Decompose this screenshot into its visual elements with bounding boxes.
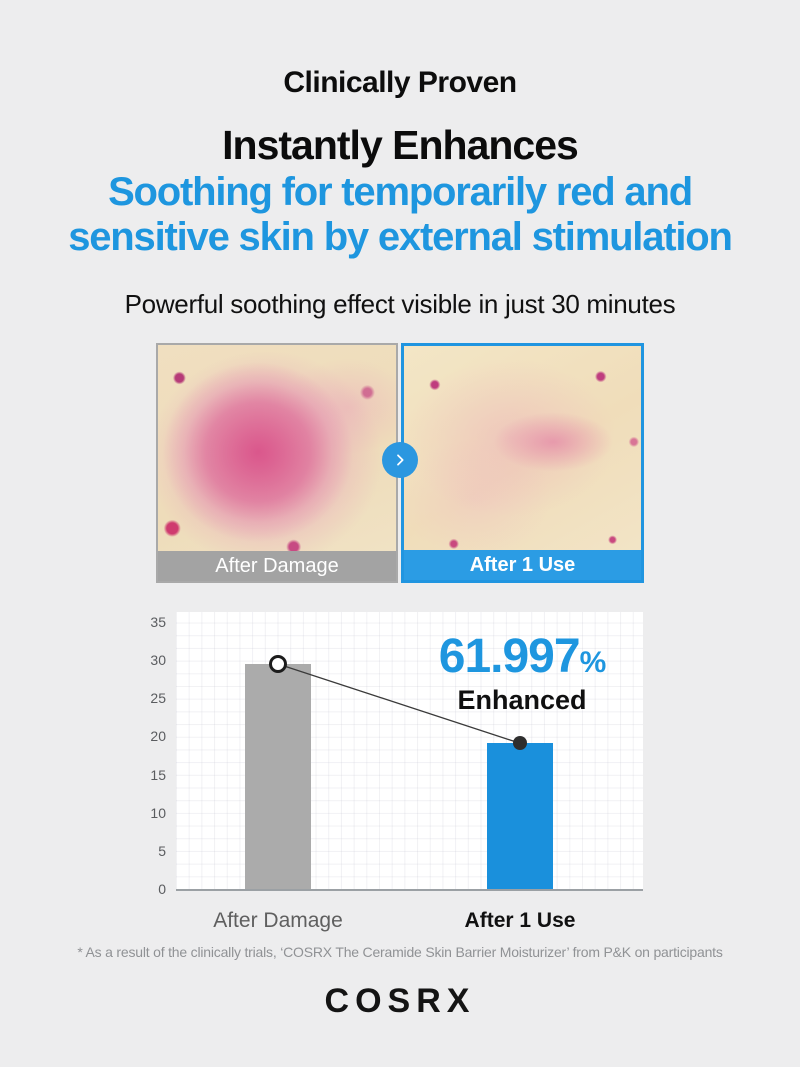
main-heading: Instantly Enhances: [222, 122, 579, 168]
eyebrow-heading: Clinically Proven: [283, 66, 517, 99]
before-after-comparison: After Damage After 1 Use: [156, 343, 644, 583]
soothing-chart: 0 5 10 15 20 25 30 35 61.997% Enhanced After Da…: [150, 612, 643, 942]
cosrx-logo: COSRX: [324, 982, 476, 1020]
chevron-right-icon: [397, 454, 404, 466]
improvement-value: 61.997%: [438, 630, 607, 683]
data-point-after: [513, 736, 527, 751]
improvement-label: Enhanced: [457, 685, 587, 715]
after-label: After 1 Use: [404, 550, 641, 580]
x-label-after-1-use: After 1 Use: [464, 909, 576, 932]
bar-after-damage: [245, 663, 311, 889]
benefit-line-2: sensitive skin by external stimulation: [68, 215, 733, 259]
data-point-before: [269, 654, 287, 673]
percent-sign: %: [579, 646, 607, 679]
improvement-annotation: 61.997% Enhanced: [438, 630, 607, 715]
tagline: Powerful soothing effect visible in just…: [124, 289, 676, 319]
benefit-heading: Soothing for temporarily red and sensiti…: [0, 170, 800, 260]
chart-plot: 0 5 10 15 20 25 30 35 61.997% Enhanced: [150, 612, 643, 897]
treated-skin-photo: [404, 346, 641, 550]
bar-after-1-use: [487, 743, 553, 889]
x-label-after-damage: After Damage: [213, 909, 343, 932]
benefit-line-1: Soothing for temporarily red and: [108, 170, 693, 214]
before-label: After Damage: [158, 551, 396, 581]
before-image-card: After Damage: [156, 343, 398, 583]
damaged-skin-photo: [158, 345, 396, 551]
after-image-card: After 1 Use: [401, 343, 644, 583]
next-arrow-button[interactable]: [382, 442, 418, 478]
footnote: * As a result of the clinically trials, …: [77, 944, 723, 960]
